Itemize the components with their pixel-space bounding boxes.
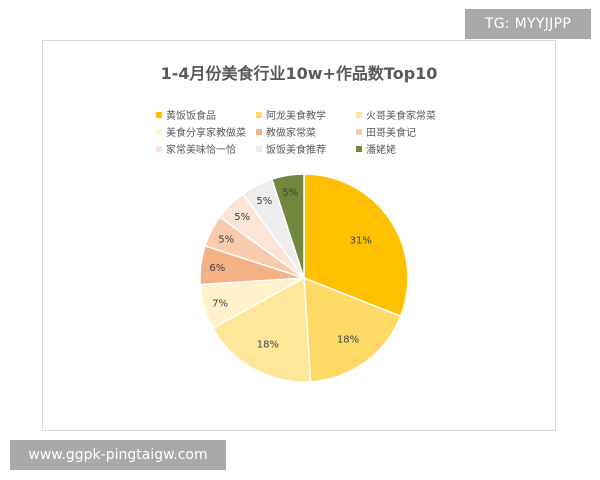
pie-slice (211, 276, 312, 383)
legend-label: 美食分享家教做菜 (166, 128, 246, 139)
legend-label: 教做家常菜 (266, 128, 316, 139)
slice-label: 5% (234, 212, 250, 223)
website-watermark: www.ggpk-pingtaigw.com (10, 440, 226, 470)
legend-swatch (256, 111, 262, 118)
legend-swatch (256, 145, 262, 152)
telegram-badge: TG: MYYJJPP (465, 9, 591, 39)
pie-slice (303, 276, 402, 383)
slice-label: 6% (209, 263, 225, 274)
pie-slice (303, 173, 409, 318)
legend-swatch (156, 128, 162, 135)
legend-swatch (356, 145, 362, 152)
legend-label: 饭饭美食推荐 (266, 145, 326, 156)
chart-container: 1-4月份美食行业10w+作品数Top10 黄饭饭食品 阿龙美食教学 火哥美食家常菜… (42, 40, 556, 431)
slice-label: 5% (256, 196, 272, 207)
legend-item: 家常美味恰一恰 (156, 141, 236, 156)
legend-label: 田哥美食记 (366, 128, 416, 139)
legend-item: 田哥美食记 (356, 124, 416, 139)
pie-chart: 31%18%18%7%6%5%5%5%5% (199, 173, 409, 383)
slice-label: 18% (337, 335, 359, 346)
legend-item: 黄饭饭食品 (156, 107, 216, 122)
legend-swatch (356, 111, 362, 118)
slice-label: 7% (212, 298, 228, 309)
chart-title: 1-4月份美食行业10w+作品数Top10 (160, 64, 438, 83)
slice-label: 5% (218, 234, 234, 245)
legend-item: 潘姥姥 (356, 141, 396, 156)
legend-swatch (156, 145, 162, 152)
legend-label: 家常美味恰一恰 (166, 145, 236, 156)
slice-label: 31% (350, 235, 372, 246)
legend-label: 火哥美食家常菜 (366, 111, 436, 122)
chart-legend: 黄饭饭食品 阿龙美食教学 火哥美食家常菜美食分享家教做菜 教做家常菜 田哥美食记家常美味… (156, 107, 456, 167)
legend-item: 火哥美食家常菜 (356, 107, 436, 122)
legend-item: 美食分享家教做菜 (156, 124, 246, 139)
legend-item: 饭饭美食推荐 (256, 141, 326, 156)
pie-slice (270, 173, 305, 279)
legend-label: 阿龙美食教学 (266, 111, 326, 122)
legend-swatch (256, 128, 262, 135)
slice-label: 5% (282, 188, 298, 199)
legend-item: 阿龙美食教学 (256, 107, 326, 122)
legend-item: 教做家常菜 (256, 124, 316, 139)
legend-label: 黄饭饭食品 (166, 111, 216, 122)
legend-swatch (356, 128, 362, 135)
legend-label: 潘姥姥 (366, 145, 396, 156)
slice-label: 18% (257, 340, 279, 351)
legend-swatch (156, 111, 162, 118)
